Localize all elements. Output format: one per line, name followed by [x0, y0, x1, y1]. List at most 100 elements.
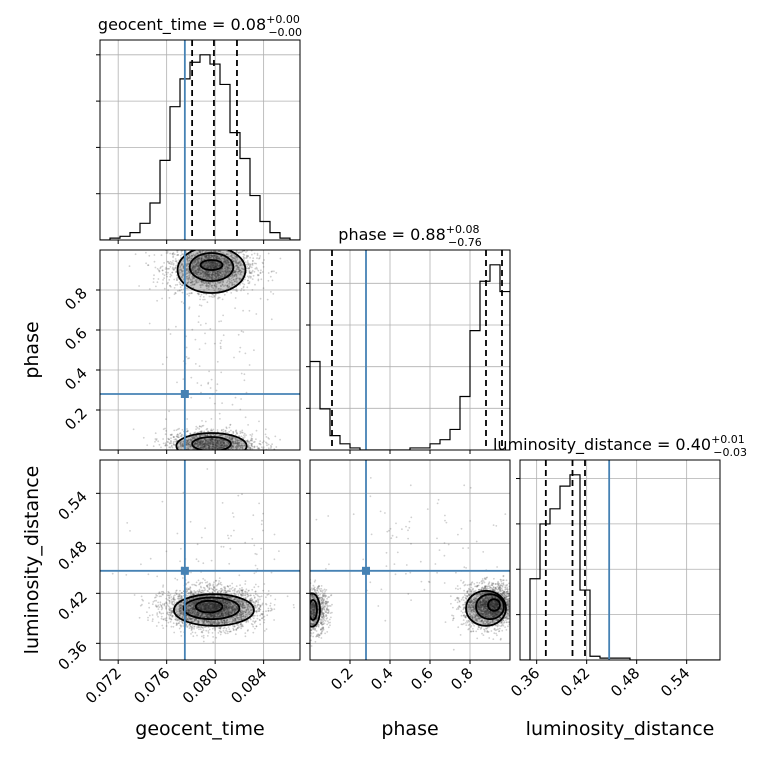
sample-point: [214, 263, 217, 266]
sample-point: [243, 254, 246, 256]
sample-point: [201, 283, 204, 286]
sample-point: [155, 285, 157, 288]
sample-point: [203, 282, 206, 285]
sample-point: [206, 457, 208, 459]
sample-point: [185, 268, 188, 271]
sample-point: [204, 263, 206, 266]
sample-point: [166, 444, 169, 447]
sample-point: [215, 285, 218, 288]
sample-point: [186, 464, 188, 466]
sample-point: [216, 446, 219, 449]
param-title: luminosity_distance = 0.40+0.01 −0.03: [493, 433, 747, 459]
sample-point: [204, 455, 206, 457]
sample-point: [251, 588, 254, 591]
sample-point: [190, 376, 193, 379]
sample-point: [181, 428, 184, 431]
sample-point: [231, 451, 233, 453]
sample-point: [229, 452, 231, 454]
sample-point: [179, 265, 182, 268]
sample-point: [223, 293, 226, 296]
sample-point: [256, 445, 259, 448]
sample-point: [194, 260, 197, 263]
sample-point: [232, 259, 235, 262]
sample-point: [212, 266, 215, 269]
sample-point: [214, 442, 216, 445]
sample-point: [204, 273, 206, 275]
sample-point: [196, 292, 199, 295]
sample-point: [267, 437, 270, 439]
sample-point: [199, 269, 202, 272]
sample-point: [193, 272, 196, 275]
sample-point: [193, 267, 195, 270]
sample-point: [209, 275, 211, 278]
sample-point: [253, 440, 256, 443]
sample-point: [166, 356, 168, 359]
sample-point: [202, 265, 205, 268]
sample-point: [248, 272, 251, 274]
sample-point: [187, 270, 190, 273]
sample-point: [216, 248, 218, 250]
sample-point: [200, 280, 203, 283]
sample-point: [225, 444, 228, 447]
sample-point: [205, 256, 207, 258]
sample-point: [249, 272, 252, 275]
sample-point: [197, 244, 199, 246]
sample-point: [207, 276, 210, 278]
sample-point: [197, 258, 200, 261]
sample-point: [255, 429, 258, 432]
sample-point: [228, 628, 231, 630]
sample-point: [262, 440, 265, 443]
sample-point: [173, 287, 176, 289]
sample-point: [243, 250, 246, 252]
sample-point: [228, 437, 231, 439]
sample-point: [188, 277, 191, 280]
sample-point: [198, 425, 201, 428]
sample-point: [177, 290, 179, 292]
sample-point: [252, 274, 255, 277]
sample-point: [203, 446, 206, 448]
sample-point: [174, 291, 177, 294]
sample-point: [187, 263, 189, 266]
sample-point: [215, 276, 218, 279]
sample-point: [236, 452, 238, 454]
sample-point: [200, 236, 202, 238]
sample-point: [188, 276, 191, 279]
sample-point: [193, 283, 196, 286]
sample-point: [192, 264, 194, 267]
sample-point: [251, 263, 254, 265]
sample-point: [232, 432, 235, 435]
sample-point: [178, 451, 180, 453]
sample-point: [214, 265, 216, 268]
sample-point: [264, 453, 266, 455]
sample-point: [200, 293, 203, 296]
sample-point: [224, 267, 227, 270]
sample-point: [182, 577, 184, 579]
sample-point: [147, 616, 149, 619]
sample-point: [191, 451, 193, 453]
sample-point: [204, 442, 207, 444]
sample-point: [212, 445, 215, 448]
sample-point: [172, 266, 174, 269]
sample-point: [247, 267, 250, 269]
sample-point: [197, 270, 200, 273]
sample-point: [211, 277, 213, 280]
sample-point: [172, 436, 175, 438]
sample-point: [206, 277, 208, 279]
sample-point: [208, 256, 211, 258]
sample-point: [235, 261, 238, 264]
sample-point: [240, 270, 243, 273]
sample-point: [204, 579, 206, 582]
sample-point: [251, 439, 254, 442]
sample-point: [215, 444, 218, 446]
sample-point: [179, 283, 182, 286]
sample-point: [242, 331, 245, 333]
sample-point: [195, 258, 198, 260]
sample-point: [196, 246, 198, 248]
sample-point: [256, 605, 258, 608]
sample-point: [198, 348, 201, 350]
sample-point: [134, 253, 137, 256]
sample-point: [207, 282, 210, 284]
sample-point: [204, 282, 207, 284]
sample-point: [208, 277, 211, 279]
sample-point: [151, 510, 153, 512]
